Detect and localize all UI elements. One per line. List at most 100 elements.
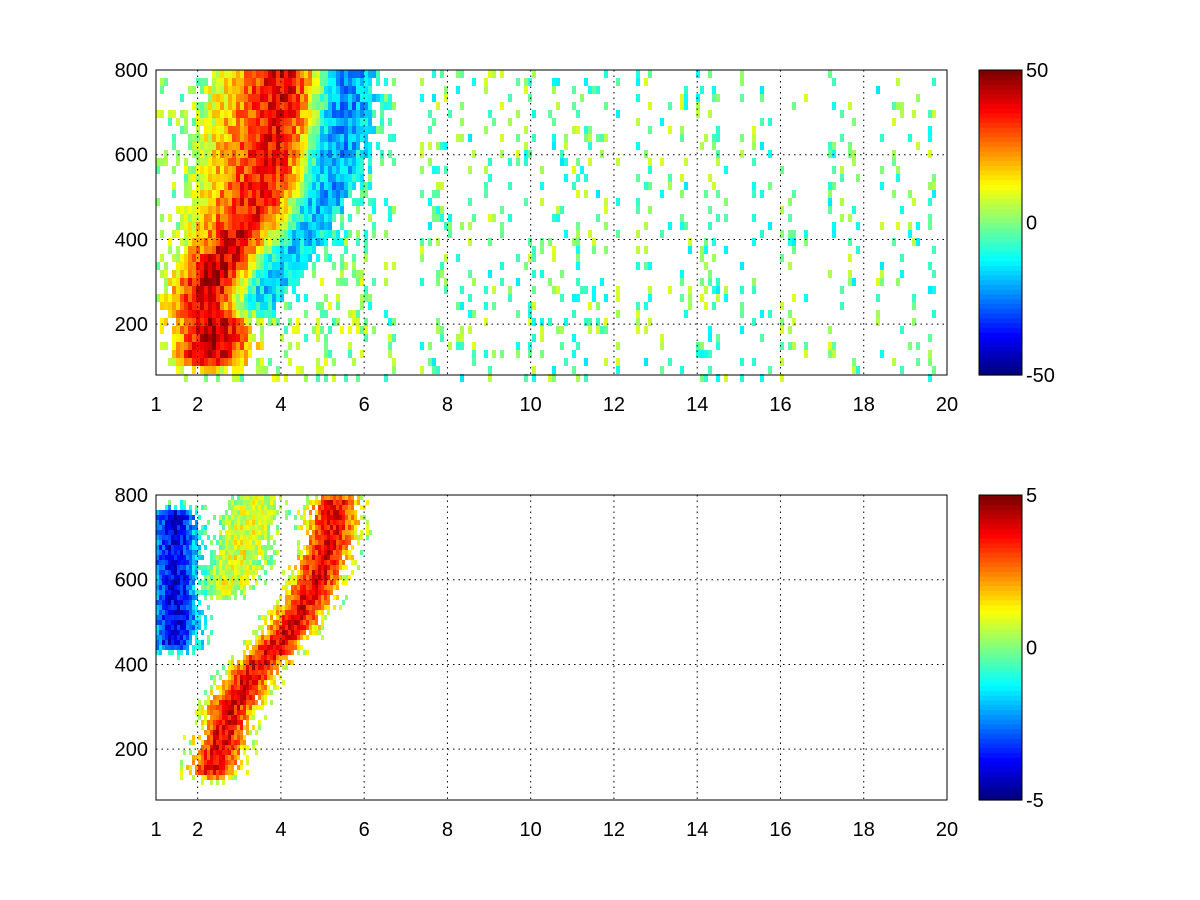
top-heatmap-cell — [168, 294, 172, 302]
bot-heatmap-cell — [165, 635, 168, 640]
bot-heatmap-cell — [228, 525, 231, 530]
bot-heatmap-cell — [228, 715, 231, 720]
bot-heatmap-cell — [327, 500, 330, 505]
top-heatmap-cell — [168, 302, 172, 310]
top-heatmap-cell — [368, 118, 372, 126]
top-heatmap-cell — [540, 238, 544, 246]
bot-heatmap-cell — [222, 715, 225, 720]
top-heatmap-cell — [332, 78, 336, 86]
bot-heatmap-cell — [324, 575, 327, 580]
bot-heatmap-cell — [186, 590, 189, 595]
top-heatmap-cell — [188, 358, 192, 366]
top-heatmap-cell — [216, 350, 220, 358]
top-heatmap-cell — [244, 302, 248, 310]
top-heatmap-cell — [240, 94, 244, 102]
top-heatmap-cell — [364, 78, 368, 86]
bot-heatmap-cell — [300, 625, 303, 630]
top-heatmap-cell — [704, 374, 708, 382]
bot-heatmap-cell — [231, 655, 234, 660]
bot-heatmap-cell — [228, 770, 231, 775]
top-heatmap-cell — [284, 126, 288, 134]
top-heatmap-cell — [180, 238, 184, 246]
top-heatmap-cell — [556, 286, 560, 294]
bot-heatmap-cell — [351, 510, 354, 515]
top-heatmap-cell — [288, 342, 292, 350]
bot-heatmap-cell — [309, 575, 312, 580]
top-heatmap-cell — [204, 222, 208, 230]
bot-heatmap-cell — [336, 520, 339, 525]
bot-heatmap-cell — [291, 595, 294, 600]
top-heatmap-cell — [180, 310, 184, 318]
top-heatmap-cell — [516, 134, 520, 142]
top-heatmap-cell — [196, 118, 200, 126]
top-heatmap-cell — [184, 326, 188, 334]
top-heatmap-cell — [252, 286, 256, 294]
bot-heatmap-cell — [279, 655, 282, 660]
top-colorbar-step — [979, 93, 1022, 100]
top-heatmap-cell — [428, 342, 432, 350]
bot-heatmap-cell — [228, 675, 231, 680]
bot-heatmap-cell — [159, 540, 162, 545]
bot-heatmap-cell — [231, 730, 234, 735]
top-heatmap-cell — [704, 350, 708, 358]
bot-heatmap-cell — [234, 750, 237, 755]
top-heatmap-cell — [684, 94, 688, 102]
top-heatmap-cell — [280, 278, 284, 286]
bot-heatmap-cell — [243, 660, 246, 665]
bot-heatmap-cell — [213, 750, 216, 755]
top-colorbar-step — [979, 317, 1022, 324]
bot-heatmap-cell — [288, 640, 291, 645]
top-heatmap-cell — [516, 310, 520, 318]
top-heatmap-cell — [580, 286, 584, 294]
top-heatmap-cell — [388, 134, 392, 142]
top-heatmap-cell — [828, 206, 832, 214]
bot-heatmap-cell — [204, 595, 207, 600]
bot-heatmap-cell — [264, 500, 267, 505]
top-heatmap-cell — [472, 150, 476, 158]
bot-heatmap-cell — [246, 760, 249, 765]
top-heatmap-cell — [224, 206, 228, 214]
top-heatmap-cell — [384, 198, 388, 206]
bot-heatmap-cell — [258, 505, 261, 510]
top-heatmap-cell — [368, 158, 372, 166]
top-heatmap-cell — [212, 294, 216, 302]
top-heatmap-cell — [240, 366, 244, 374]
bot-heatmap-cell — [237, 520, 240, 525]
top-heatmap-cell — [232, 270, 236, 278]
top-heatmap-cell — [560, 206, 564, 214]
bot-heatmap-cell — [243, 545, 246, 550]
bot-heatmap-cell — [216, 560, 219, 565]
top-heatmap-cell — [892, 190, 896, 198]
top-heatmap-cell — [228, 230, 232, 238]
bot-heatmap-cell — [201, 630, 204, 635]
bot-heatmap-cell — [282, 635, 285, 640]
bot-heatmap-cell — [333, 570, 336, 575]
bot-heatmap-cell — [237, 565, 240, 570]
bot-heatmap-cell — [240, 675, 243, 680]
top-heatmap-cell — [304, 70, 308, 78]
top-heatmap-cell — [240, 118, 244, 126]
top-heatmap-cell — [364, 110, 368, 118]
bot-heatmap-cell — [165, 510, 168, 515]
top-heatmap-cell — [252, 110, 256, 118]
bot-heatmap-cell — [195, 770, 198, 775]
bot-heatmap-cell — [171, 560, 174, 565]
bot-heatmap-cell — [288, 595, 291, 600]
bot-heatmap-cell — [186, 600, 189, 605]
top-heatmap-cell — [296, 246, 300, 254]
top-heatmap-cell — [372, 94, 376, 102]
bot-heatmap-cell — [234, 710, 237, 715]
top-heatmap-cell — [296, 70, 300, 78]
bot-heatmap-cell — [282, 585, 285, 590]
top-heatmap-cell — [348, 94, 352, 102]
top-x-tick-label: 18 — [853, 394, 875, 416]
bot-heatmap-cell — [231, 590, 234, 595]
bot-heatmap-cell — [234, 585, 237, 590]
top-heatmap-cell — [316, 334, 320, 342]
bot-heatmap-cell — [228, 750, 231, 755]
top-colorbar-step — [979, 351, 1022, 357]
top-heatmap-cell — [896, 166, 900, 174]
top-heatmap-cell — [224, 118, 228, 126]
top-heatmap-cell — [360, 78, 364, 86]
